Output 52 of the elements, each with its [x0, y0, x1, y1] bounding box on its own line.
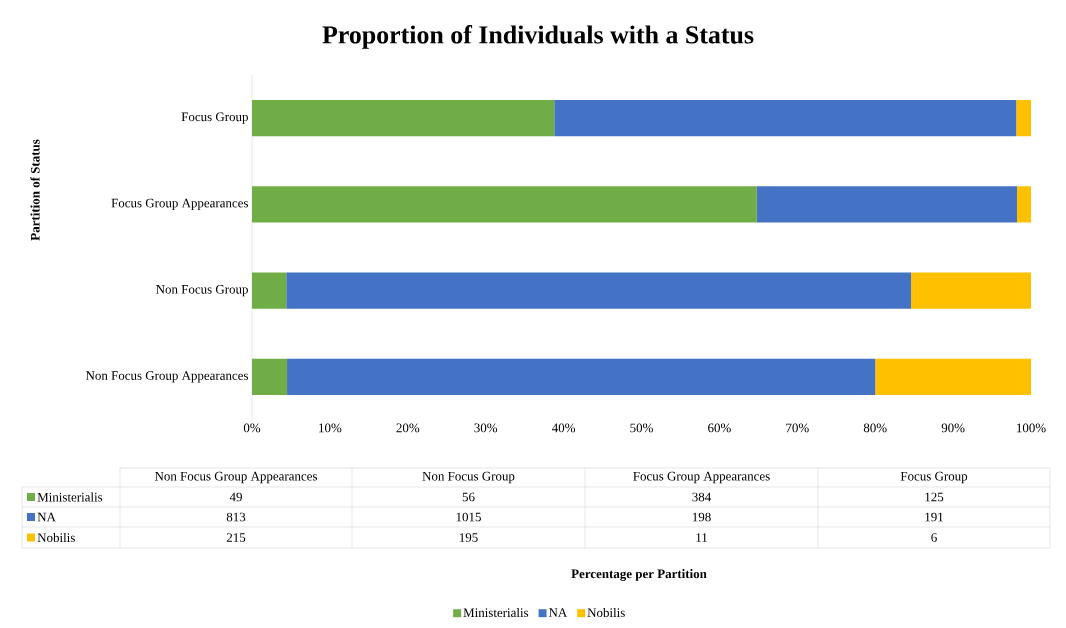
x-tick-label: 30%: [474, 423, 498, 433]
y-tick-label: Non Focus Group Appearances: [85, 371, 249, 383]
data-label: 195: [459, 533, 478, 542]
x-tick-label: 10%: [319, 423, 342, 433]
category-label: Focus Group: [900, 471, 968, 484]
bar: [875, 358, 1032, 395]
bar: [252, 186, 757, 223]
legend-label: Nobilis: [37, 532, 75, 543]
y-axis-title: Partition of Status: [30, 139, 40, 241]
data-label: 125: [925, 492, 944, 502]
bar: [756, 186, 1017, 223]
data-label: 384: [692, 492, 712, 502]
bar: [554, 100, 1017, 137]
bar: [286, 272, 912, 309]
x-tick-label: 50%: [630, 423, 653, 433]
x-tick-label: 100%: [1017, 423, 1046, 433]
data-label: 198: [692, 512, 711, 522]
x-axis-title: Percentage per Partition: [571, 569, 707, 581]
legend-label: Ministerialis: [37, 492, 103, 502]
category-label: Non Focus Group: [422, 471, 515, 484]
category-label: Non Focus Group Appearances: [154, 471, 318, 484]
x-tick-label: 70%: [786, 423, 809, 433]
y-tick-label: Non Focus Group: [156, 284, 248, 297]
bar: [252, 100, 555, 137]
bar: [252, 272, 287, 309]
category-label: Focus Group Appearances: [633, 471, 770, 484]
data-label: 49: [229, 492, 242, 502]
bar: [911, 272, 1032, 309]
data-label: 11: [696, 533, 707, 542]
bar: [287, 358, 876, 395]
bar: [1016, 186, 1032, 223]
data-label: 6: [931, 533, 937, 542]
y-tick-label: Focus Group Appearances: [111, 198, 249, 211]
data-label: 813: [226, 512, 246, 522]
bar: [1016, 100, 1032, 137]
legend-label: NA: [548, 608, 568, 617]
x-tick-label: 80%: [863, 423, 887, 433]
data-label: 191: [925, 512, 943, 522]
x-tick-label: 20%: [396, 423, 420, 433]
x-tick-label: 60%: [708, 423, 731, 433]
x-tick-label: 0%: [243, 423, 261, 433]
legend-label: Ministerialis: [463, 607, 529, 618]
data-label: 56: [462, 492, 475, 502]
legend-label: Nobilis: [587, 607, 625, 618]
chart-title: Proportion of Individuals with a Status: [322, 25, 754, 49]
data-label: 215: [226, 533, 246, 542]
data-label: 1015: [456, 512, 481, 522]
bar: [252, 358, 288, 395]
x-tick-label: 90%: [941, 423, 965, 433]
legend-label: NA: [37, 512, 56, 522]
x-tick-label: 40%: [551, 423, 576, 433]
y-tick-label: Focus Group: [181, 112, 248, 124]
